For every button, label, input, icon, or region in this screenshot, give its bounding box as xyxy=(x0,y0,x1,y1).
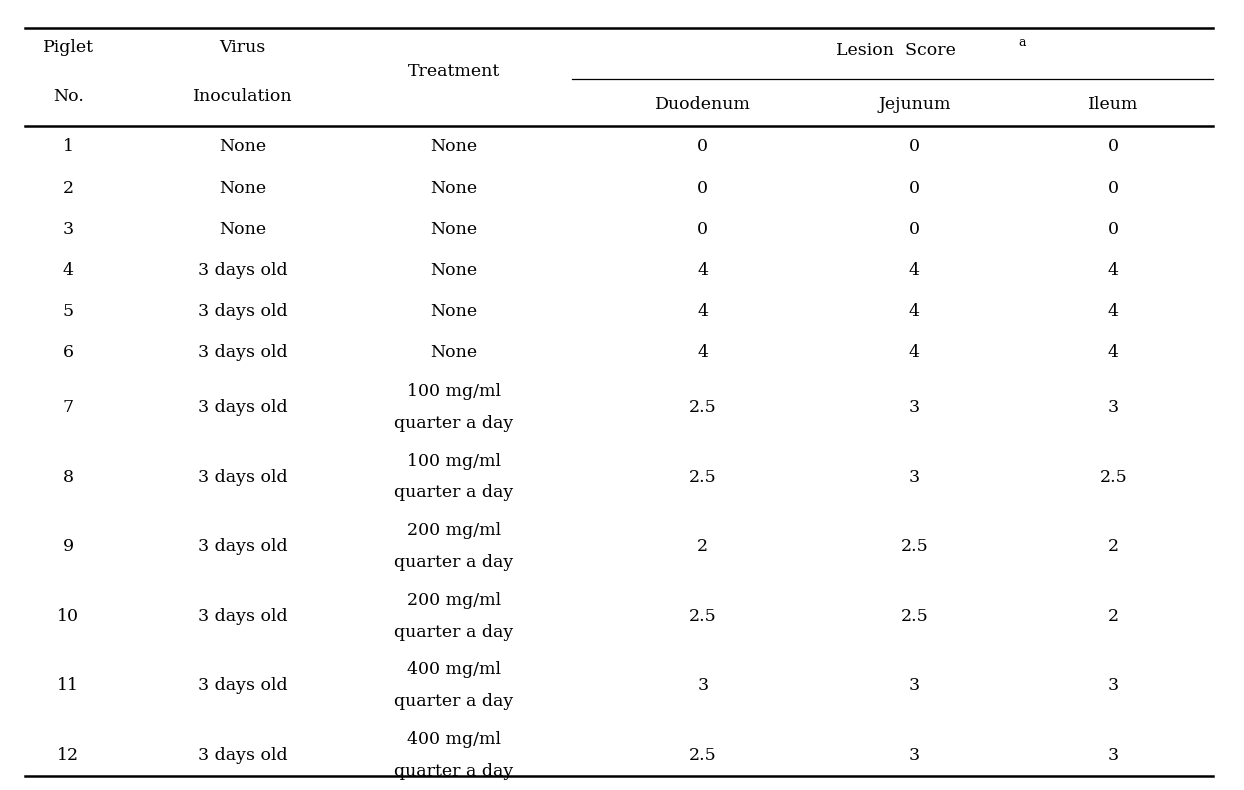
Text: 2.5: 2.5 xyxy=(689,747,717,764)
Text: 400 mg/ml: 400 mg/ml xyxy=(407,661,501,679)
Text: 4: 4 xyxy=(698,344,708,361)
Text: Inoculation: Inoculation xyxy=(193,88,292,105)
Text: 2.5: 2.5 xyxy=(901,608,928,625)
Text: 2: 2 xyxy=(1108,538,1118,555)
Text: 100 mg/ml: 100 mg/ml xyxy=(407,453,501,470)
Text: 3 days old: 3 days old xyxy=(198,468,287,486)
Text: 200 mg/ml: 200 mg/ml xyxy=(407,522,501,540)
Text: 3 days old: 3 days old xyxy=(198,608,287,625)
Text: 4: 4 xyxy=(909,303,919,320)
Text: 2.5: 2.5 xyxy=(1100,468,1127,486)
Text: 0: 0 xyxy=(698,220,708,238)
Text: None: None xyxy=(219,179,266,197)
Text: 200 mg/ml: 200 mg/ml xyxy=(407,592,501,609)
Text: 0: 0 xyxy=(909,220,919,238)
Text: 3: 3 xyxy=(1108,747,1118,764)
Text: 3 days old: 3 days old xyxy=(198,344,287,361)
Text: quarter a day: quarter a day xyxy=(394,554,514,571)
Text: Ileum: Ileum xyxy=(1088,96,1138,113)
Text: None: None xyxy=(430,220,478,238)
Text: 3: 3 xyxy=(909,399,919,416)
Text: 0: 0 xyxy=(909,138,919,156)
Text: 4: 4 xyxy=(1108,261,1118,279)
Text: None: None xyxy=(430,261,478,279)
Text: None: None xyxy=(430,179,478,197)
Text: 9: 9 xyxy=(63,538,73,555)
Text: 3 days old: 3 days old xyxy=(198,261,287,279)
Text: None: None xyxy=(430,344,478,361)
Text: 4: 4 xyxy=(63,261,73,279)
Text: 4: 4 xyxy=(1108,344,1118,361)
Text: Piglet: Piglet xyxy=(44,39,93,56)
Text: quarter a day: quarter a day xyxy=(394,693,514,710)
Text: 8: 8 xyxy=(63,468,73,486)
Text: 3: 3 xyxy=(1108,399,1118,416)
Text: a: a xyxy=(1019,36,1026,49)
Text: None: None xyxy=(430,138,478,156)
Text: 2: 2 xyxy=(63,179,73,197)
Text: 2: 2 xyxy=(1108,608,1118,625)
Text: quarter a day: quarter a day xyxy=(394,415,514,432)
Text: 2: 2 xyxy=(698,538,708,555)
Text: Virus: Virus xyxy=(219,39,266,56)
Text: 400 mg/ml: 400 mg/ml xyxy=(407,731,501,748)
Text: 0: 0 xyxy=(698,138,708,156)
Text: Jejunum: Jejunum xyxy=(878,96,950,113)
Text: Lesion  Score: Lesion Score xyxy=(836,42,955,59)
Text: 3: 3 xyxy=(909,468,919,486)
Text: 3 days old: 3 days old xyxy=(198,747,287,764)
Text: 2.5: 2.5 xyxy=(689,608,717,625)
Text: Treatment: Treatment xyxy=(408,63,500,81)
Text: 4: 4 xyxy=(1108,303,1118,320)
Text: None: None xyxy=(219,220,266,238)
Text: 6: 6 xyxy=(63,344,73,361)
Text: 0: 0 xyxy=(1108,220,1118,238)
Text: 4: 4 xyxy=(698,261,708,279)
Text: 3: 3 xyxy=(698,677,708,694)
Text: 0: 0 xyxy=(1108,179,1118,197)
Text: quarter a day: quarter a day xyxy=(394,623,514,641)
Text: 4: 4 xyxy=(909,261,919,279)
Text: quarter a day: quarter a day xyxy=(394,762,514,780)
Text: 3 days old: 3 days old xyxy=(198,399,287,416)
Text: 2.5: 2.5 xyxy=(901,538,928,555)
Text: No.: No. xyxy=(53,88,83,105)
Text: 4: 4 xyxy=(698,303,708,320)
Text: 0: 0 xyxy=(1108,138,1118,156)
Text: 2.5: 2.5 xyxy=(689,468,717,486)
Text: 10: 10 xyxy=(57,608,80,625)
Text: 11: 11 xyxy=(57,677,80,694)
Text: 3 days old: 3 days old xyxy=(198,303,287,320)
Text: 12: 12 xyxy=(57,747,80,764)
Text: 2.5: 2.5 xyxy=(689,399,717,416)
Text: quarter a day: quarter a day xyxy=(394,484,514,502)
Text: None: None xyxy=(219,138,266,156)
Text: 1: 1 xyxy=(63,138,73,156)
Text: 3 days old: 3 days old xyxy=(198,677,287,694)
Text: 3: 3 xyxy=(909,677,919,694)
Text: 0: 0 xyxy=(698,179,708,197)
Text: 3: 3 xyxy=(909,747,919,764)
Text: 100 mg/ml: 100 mg/ml xyxy=(407,383,501,401)
Text: 5: 5 xyxy=(63,303,73,320)
Text: 7: 7 xyxy=(63,399,73,416)
Text: 3 days old: 3 days old xyxy=(198,538,287,555)
Text: 3: 3 xyxy=(63,220,73,238)
Text: 4: 4 xyxy=(909,344,919,361)
Text: 3: 3 xyxy=(1108,677,1118,694)
Text: Duodenum: Duodenum xyxy=(654,96,751,113)
Text: 0: 0 xyxy=(909,179,919,197)
Text: None: None xyxy=(430,303,478,320)
